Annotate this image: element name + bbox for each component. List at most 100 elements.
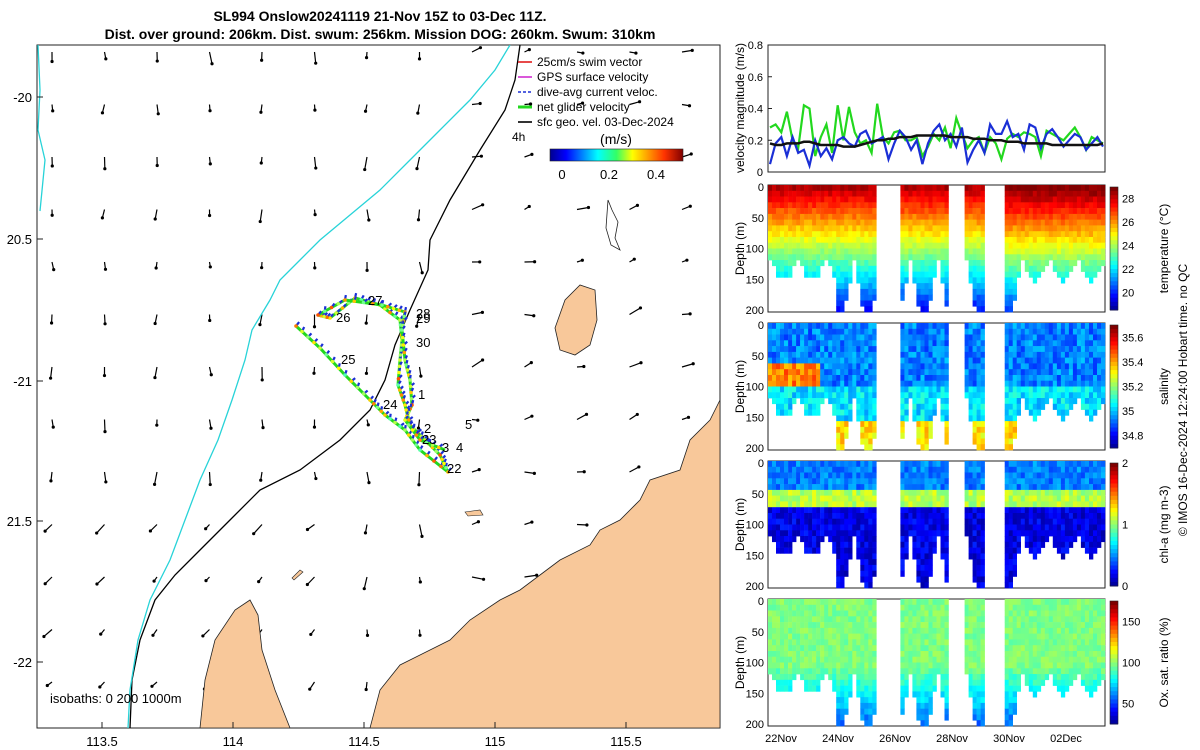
profile-cell — [916, 547, 921, 554]
profile-cell — [976, 340, 981, 347]
profile-cell — [1101, 380, 1106, 387]
profile-cell — [864, 507, 869, 514]
profile-cell — [856, 541, 861, 548]
profile-cell — [1008, 570, 1013, 577]
profile-cell — [912, 501, 917, 508]
profile-cell — [860, 489, 865, 496]
profile-cell — [976, 582, 981, 589]
profile-cell — [920, 334, 925, 341]
profile-cell — [1068, 357, 1074, 364]
profile-cell — [1044, 518, 1050, 525]
profile-cell — [1060, 208, 1066, 215]
profile-cell — [836, 513, 841, 520]
profile-cell — [800, 501, 805, 508]
profile-cell — [776, 351, 781, 358]
profile-cell — [860, 254, 865, 261]
profile-cell — [856, 208, 861, 215]
profile-cell — [836, 466, 841, 473]
profile-cell — [1024, 260, 1030, 267]
profile-cell — [1060, 254, 1066, 261]
profile-cell — [1097, 185, 1102, 192]
profile-cell — [848, 231, 853, 238]
profile-cell — [828, 662, 833, 669]
profile-cell — [900, 248, 905, 255]
profile-cell — [912, 363, 917, 370]
profile-cell — [788, 369, 793, 376]
profile-cell — [776, 328, 781, 335]
profile-cell — [920, 248, 925, 255]
profile-cell — [796, 489, 801, 496]
profile-cell — [848, 398, 853, 405]
geo-arrow — [313, 156, 317, 169]
profile-cell — [844, 553, 849, 560]
profile-cell — [1004, 351, 1009, 358]
profile-cell — [788, 651, 793, 658]
profile-cell — [1020, 231, 1026, 238]
profile-cell — [832, 524, 837, 531]
profile-cell — [924, 604, 929, 611]
geo-arrow-head — [584, 412, 589, 416]
profile-cell — [1056, 478, 1062, 485]
profile-cell — [904, 346, 909, 353]
profile-cell — [924, 553, 929, 560]
profile-cell — [852, 386, 857, 393]
profile-cell — [912, 651, 917, 658]
profile-cell — [1008, 323, 1013, 330]
profile-cell — [784, 213, 789, 220]
profile-cell — [864, 472, 869, 479]
profile-cell — [828, 668, 833, 675]
profile-cell — [1020, 334, 1026, 341]
profile-cell — [820, 242, 825, 249]
colorbar-cell — [1110, 349, 1118, 355]
profile-cell — [1004, 444, 1009, 451]
profile-cell — [900, 351, 905, 358]
profile-cell — [864, 334, 869, 341]
track-point — [406, 423, 411, 427]
profile-cell — [1093, 386, 1098, 393]
colorbar-label: temperature (°C) — [1157, 204, 1171, 294]
profile-cell — [908, 639, 913, 646]
profile-cell — [924, 403, 929, 410]
profile-cell — [1032, 392, 1038, 399]
profile-cell — [1012, 196, 1017, 203]
profile-cell — [848, 610, 853, 617]
profile-cell — [944, 461, 949, 468]
track-point — [371, 401, 376, 406]
profile-cell — [848, 357, 853, 364]
profile-cell — [1032, 328, 1038, 335]
profile-cell — [1101, 369, 1106, 376]
profile-cell — [840, 656, 845, 663]
profile-cell — [1016, 513, 1021, 520]
profile-cell — [908, 627, 913, 634]
profile-cell — [860, 351, 865, 358]
profile-cell — [844, 185, 849, 192]
track-point — [352, 299, 357, 304]
profile-cell — [836, 208, 841, 215]
profile-cell — [1004, 415, 1009, 422]
profile-cell — [776, 668, 781, 675]
profile-cell — [1072, 524, 1078, 531]
profile-cell — [868, 196, 873, 203]
profile-cell — [972, 576, 977, 583]
profile-cell — [944, 685, 949, 692]
profile-cell — [856, 461, 861, 468]
profile-cell — [912, 616, 917, 623]
profile-cell — [912, 478, 917, 485]
profile-cell — [1012, 288, 1017, 295]
profile-cell — [1016, 524, 1021, 531]
profile-cell — [1064, 472, 1070, 479]
profile-cell — [1036, 213, 1042, 220]
colorbar-cell — [1110, 256, 1118, 262]
profile-cell — [928, 346, 933, 353]
montebello-islands — [605, 199, 621, 251]
profile-cell — [1036, 495, 1042, 502]
profile-cell — [1004, 386, 1009, 393]
profile-cell — [1101, 323, 1106, 330]
profile-cell — [872, 328, 877, 335]
profile-cell — [932, 461, 937, 468]
profile-cell — [940, 679, 945, 686]
profile-cell — [1032, 415, 1038, 422]
geo-arrow-head — [415, 324, 419, 328]
profile-cell — [780, 392, 785, 399]
profile-cell — [852, 375, 857, 382]
